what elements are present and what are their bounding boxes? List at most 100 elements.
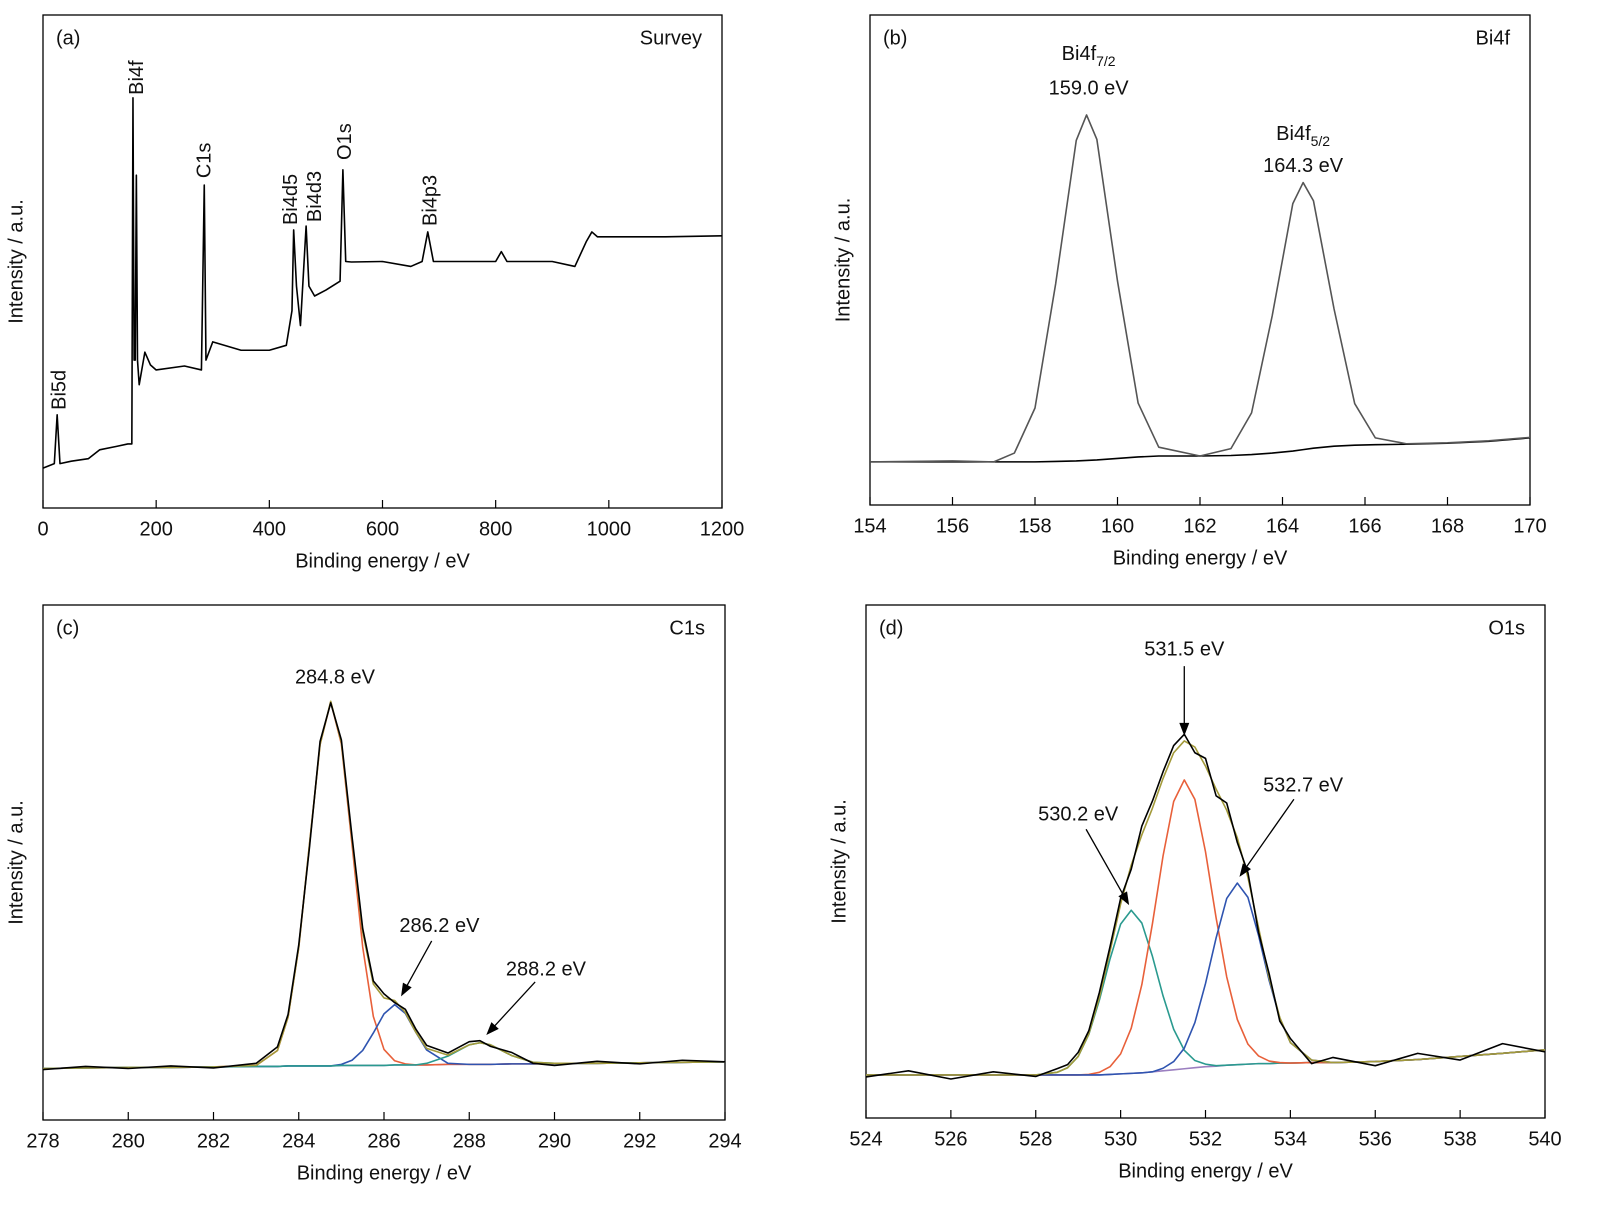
peak-label: 286.2 eV — [399, 915, 480, 937]
x-tick-label: 528 — [1019, 1128, 1052, 1150]
peak-label: 159.0 eV — [1049, 77, 1130, 99]
peak-label: Bi4d5 — [280, 174, 302, 225]
x-tick-label: 282 — [197, 1130, 230, 1152]
y-axis-label: Intensity / a.u. — [5, 800, 27, 925]
panel: 154 156 158 160 162 164 166 168 170 Binding energ… — [832, 14, 1547, 569]
peak-label: 532.7 eV — [1263, 774, 1344, 796]
panel-title: Survey — [640, 27, 702, 49]
arrow-shaft — [492, 981, 536, 1029]
x-tick-label: 526 — [934, 1128, 967, 1150]
x-tick-label: 200 — [139, 518, 172, 540]
arrow-head — [486, 1022, 499, 1036]
peak-label: Bi4d3 — [304, 171, 326, 222]
x-tick-label: 540 — [1528, 1128, 1561, 1150]
peak-label: C1s — [194, 143, 216, 179]
peak-label-main: Bi4f — [1062, 43, 1097, 65]
spectrum-line — [866, 909, 1546, 1076]
arrow-head — [1118, 891, 1130, 906]
x-tick-label: 162 — [1183, 515, 1216, 537]
peak-label-sub: 5/2 — [1311, 133, 1331, 149]
x-tick-label: 534 — [1274, 1128, 1307, 1150]
arrow-head — [1179, 722, 1190, 736]
panel-title: O1s — [1488, 617, 1525, 639]
spectrum-line — [42, 1003, 726, 1070]
peak-label: 531.5 eV — [1144, 638, 1225, 660]
x-tick-label: 400 — [253, 518, 286, 540]
x-tick-label: 278 — [26, 1130, 59, 1152]
spectrum-line — [866, 740, 1546, 1076]
peak-label: 284.8 eV — [295, 666, 376, 688]
panel-label: (c) — [56, 617, 79, 639]
x-axis-label: Binding energy / eV — [297, 1162, 472, 1184]
peak-label: Bi4f5/2 — [1276, 123, 1330, 148]
x-tick-label: 1200 — [700, 518, 745, 540]
arrow-shaft — [1085, 828, 1125, 897]
panel: 524 526 528 530 532 534 536 538 540 Binding energ… — [828, 604, 1562, 1182]
peak-label: 164.3 eV — [1263, 155, 1344, 177]
x-tick-label: 524 — [849, 1128, 882, 1150]
spectrum-line — [866, 882, 1546, 1076]
plot-frame — [869, 14, 1531, 506]
spectrum-line — [865, 733, 1546, 1080]
peak-label-sub: 7/2 — [1096, 53, 1116, 69]
peak-label: Bi5d — [48, 370, 70, 410]
x-tick-label: 1000 — [587, 518, 632, 540]
x-axis-label: Binding energy / eV — [295, 550, 470, 572]
peak-label: Bi4p3 — [419, 175, 441, 226]
x-tick-label: 168 — [1431, 515, 1464, 537]
x-tick-label: 532 — [1189, 1128, 1222, 1150]
x-tick-label: 170 — [1513, 515, 1546, 537]
panel-label: (b) — [883, 27, 907, 49]
y-axis-label: Intensity / a.u. — [828, 799, 850, 924]
arrow-head — [1239, 863, 1252, 877]
x-axis-label: Binding energy / eV — [1118, 1160, 1293, 1182]
x-tick-label: 536 — [1359, 1128, 1392, 1150]
peak-label: Bi4f — [126, 60, 148, 95]
panel-title: Bi4f — [1476, 27, 1511, 49]
x-tick-label: 158 — [1018, 515, 1051, 537]
spectrum-line — [870, 437, 1531, 463]
x-tick-label: 538 — [1443, 1128, 1476, 1150]
peak-label: 288.2 eV — [506, 958, 587, 980]
arrow-head — [401, 982, 412, 997]
spectrum-line — [42, 702, 726, 1071]
arrow-shaft — [405, 940, 433, 988]
x-tick-label: 154 — [853, 515, 886, 537]
peak-label: O1s — [334, 123, 356, 160]
plot-frame — [42, 604, 726, 1121]
peak-label: Bi4f7/2 — [1062, 43, 1116, 68]
x-tick-label: 290 — [538, 1130, 571, 1152]
spectrum-line — [869, 114, 1531, 463]
x-tick-label: 530 — [1104, 1128, 1137, 1150]
x-tick-label: 600 — [366, 518, 399, 540]
x-tick-label: 292 — [623, 1130, 656, 1152]
peak-label-main: Bi4f — [1276, 123, 1311, 145]
y-axis-label: Intensity / a.u. — [832, 198, 854, 323]
x-tick-label: 280 — [112, 1130, 145, 1152]
x-tick-label: 166 — [1348, 515, 1381, 537]
spectrum-line — [866, 1048, 1546, 1076]
panel: 278 280 282 284 286 288 290 292 294 Binding energ… — [5, 604, 742, 1184]
peak-label: 530.2 eV — [1038, 804, 1119, 826]
x-tick-label: 288 — [453, 1130, 486, 1152]
y-axis-label: Intensity / a.u. — [5, 199, 27, 324]
x-tick-label: 160 — [1101, 515, 1134, 537]
x-axis-label: Binding energy / eV — [1113, 547, 1288, 569]
panel-title: C1s — [669, 617, 705, 639]
spectrum-line — [866, 779, 1546, 1076]
x-tick-label: 800 — [479, 518, 512, 540]
x-tick-label: 294 — [708, 1130, 741, 1152]
x-tick-label: 0 — [37, 518, 48, 540]
x-tick-label: 156 — [936, 515, 969, 537]
spectrum-line — [42, 1041, 726, 1070]
x-tick-label: 286 — [367, 1130, 400, 1152]
plot-frame — [865, 604, 1546, 1119]
panel: 0 200 400 600 800 1000 1200 Binding energy / eV… — [5, 14, 745, 572]
panel-label: (a) — [56, 27, 80, 49]
spectrum-line — [42, 97, 723, 469]
panel-label: (d) — [879, 617, 903, 639]
arrow-shaft — [1244, 798, 1295, 870]
x-tick-label: 284 — [282, 1130, 315, 1152]
